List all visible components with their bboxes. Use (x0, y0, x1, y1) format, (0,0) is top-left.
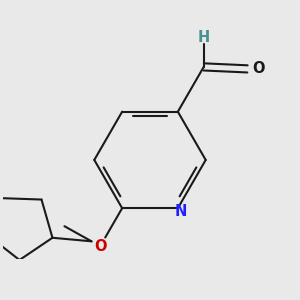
Text: O: O (252, 61, 265, 76)
Text: H: H (198, 30, 210, 45)
Text: N: N (175, 204, 187, 219)
Text: O: O (94, 238, 106, 253)
